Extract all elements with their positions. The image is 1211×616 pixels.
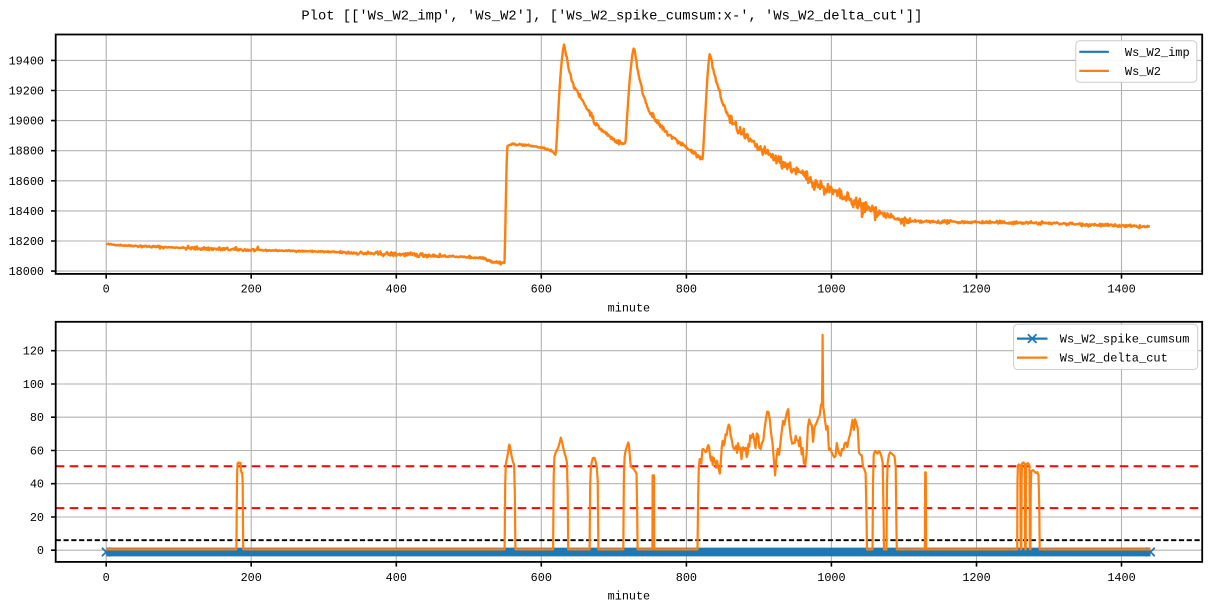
- svg-text:80: 80: [30, 411, 44, 425]
- svg-text:1000: 1000: [817, 283, 845, 297]
- svg-text:600: 600: [531, 571, 552, 585]
- svg-text:60: 60: [30, 445, 44, 459]
- svg-text:19200: 19200: [9, 85, 44, 99]
- svg-text:19400: 19400: [9, 54, 44, 68]
- svg-text:minute: minute: [608, 590, 650, 604]
- svg-text:0: 0: [37, 544, 44, 558]
- svg-text:20: 20: [30, 511, 44, 525]
- svg-text:Ws_W2_imp: Ws_W2_imp: [1125, 46, 1190, 60]
- svg-text:1200: 1200: [962, 283, 990, 297]
- svg-text:100: 100: [23, 378, 44, 392]
- svg-text:Ws_W2_spike_cumsum: Ws_W2_spike_cumsum: [1060, 333, 1190, 347]
- svg-text:18600: 18600: [9, 175, 44, 189]
- svg-text:18000: 18000: [9, 265, 44, 279]
- svg-text:40: 40: [30, 478, 44, 492]
- svg-text:0: 0: [103, 283, 110, 297]
- svg-text:18200: 18200: [9, 235, 44, 249]
- svg-text:Ws_W2: Ws_W2: [1125, 65, 1161, 79]
- svg-text:800: 800: [676, 571, 697, 585]
- svg-text:1200: 1200: [962, 571, 990, 585]
- svg-text:18400: 18400: [9, 205, 44, 219]
- svg-text:800: 800: [676, 283, 697, 297]
- svg-text:200: 200: [241, 283, 262, 297]
- svg-text:600: 600: [531, 283, 552, 297]
- svg-text:Plot [['Ws_W2_imp', 'Ws_W2'],: Plot [['Ws_W2_imp', 'Ws_W2'], ['Ws_W2_sp…: [301, 8, 922, 24]
- svg-text:Ws_W2_delta_cut: Ws_W2_delta_cut: [1060, 352, 1168, 366]
- svg-text:400: 400: [386, 571, 407, 585]
- svg-text:1400: 1400: [1107, 283, 1135, 297]
- svg-text:minute: minute: [608, 301, 650, 315]
- svg-text:400: 400: [386, 283, 407, 297]
- svg-text:1400: 1400: [1107, 571, 1135, 585]
- svg-text:19000: 19000: [9, 115, 44, 129]
- svg-text:0: 0: [103, 571, 110, 585]
- svg-text:1000: 1000: [817, 571, 845, 585]
- svg-text:120: 120: [23, 345, 44, 359]
- svg-text:200: 200: [241, 571, 262, 585]
- svg-text:18800: 18800: [9, 145, 44, 159]
